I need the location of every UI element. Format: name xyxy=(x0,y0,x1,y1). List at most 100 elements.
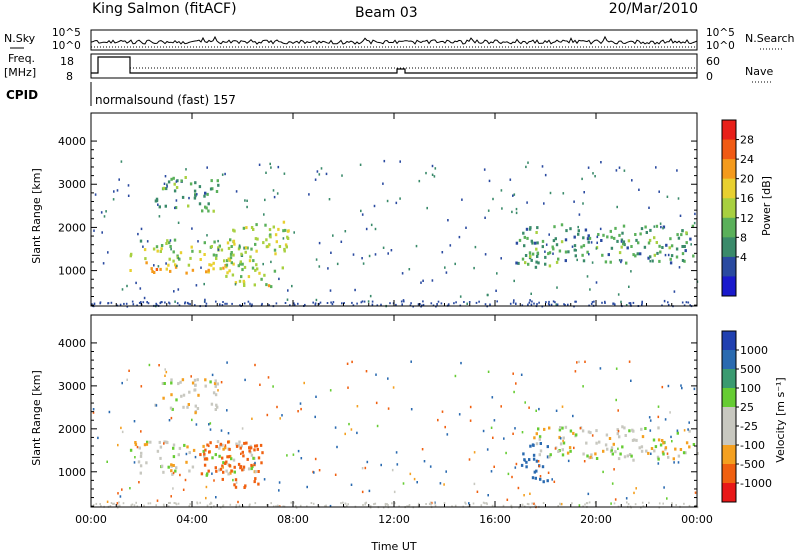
velocity-sparse-cell xyxy=(592,434,594,436)
velocity-sparse-cell xyxy=(164,368,166,370)
power-sparse-cell xyxy=(422,280,424,282)
power-cell-1 xyxy=(252,259,254,262)
velocity-cell-1 xyxy=(204,464,206,467)
velocity-cell-3 xyxy=(547,479,549,482)
power-cell-0 xyxy=(220,267,222,270)
power-sparse-cell xyxy=(178,257,180,259)
power-sparse-cell xyxy=(113,190,115,192)
power-sparse-cell xyxy=(249,303,251,305)
power-cell-4 xyxy=(180,179,182,182)
velocity-ground-cell xyxy=(249,504,251,506)
power-cell-1 xyxy=(204,241,206,244)
power-sparse-cell xyxy=(178,288,180,290)
velocity-sparse-cell xyxy=(681,387,683,389)
velocity-sparse-cell xyxy=(523,494,525,496)
power-cell-2 xyxy=(279,245,281,248)
power-ground-cell xyxy=(248,301,250,303)
power-cell-2 xyxy=(249,259,251,262)
power-sparse-cell xyxy=(107,251,109,253)
velocity-ground-cell xyxy=(230,504,232,506)
power-ground-cell xyxy=(476,302,478,304)
velocity-sparse-cell xyxy=(515,466,517,468)
power-cell-5 xyxy=(628,239,630,242)
velocity-sparse-cell xyxy=(539,465,541,467)
velocity-colorbar-swatch xyxy=(722,426,736,446)
velocity-cell-4 xyxy=(605,443,607,446)
power-sparse-cell xyxy=(158,265,160,267)
velocity-colorbar-tick-label: -1000 xyxy=(740,477,772,490)
velocity-cell-2 xyxy=(183,394,185,397)
velocity-sparse-cell xyxy=(694,388,696,390)
power-cell-1 xyxy=(172,260,174,263)
power-sparse-cell xyxy=(278,278,280,280)
power-sparse-cell xyxy=(174,207,176,209)
power-cell-0 xyxy=(169,270,171,273)
power-ground-cell xyxy=(682,302,684,304)
velocity-cell-4 xyxy=(683,451,685,454)
power-sparse-cell xyxy=(511,211,513,213)
velocity-ground-cell xyxy=(481,504,483,506)
velocity-cell-4 xyxy=(614,450,616,453)
velocity-sparse-cell xyxy=(242,427,244,429)
power-ground-cell xyxy=(177,302,179,304)
power-sparse-cell xyxy=(587,275,589,277)
velocity-sparse-cell xyxy=(210,422,212,424)
power-sparse-cell xyxy=(514,193,516,195)
velocity-cell-1 xyxy=(254,477,256,480)
power-ground-cell xyxy=(496,300,498,302)
velocity-ground-cell xyxy=(155,504,157,506)
velocity-sparse-cell xyxy=(629,361,631,363)
power-cell-2 xyxy=(254,269,256,272)
power-ground-cell xyxy=(485,303,487,305)
power-cell-5 xyxy=(619,251,621,254)
velocity-sparse-cell xyxy=(117,492,119,494)
power-ground-cell xyxy=(604,301,606,303)
velocity-cell-2 xyxy=(170,393,172,396)
power-sparse-cell xyxy=(217,240,219,242)
power-sparse-cell xyxy=(425,172,427,174)
velocity-cell-4 xyxy=(569,446,571,449)
velocity-cell-0 xyxy=(140,452,142,455)
nsky-label: N.Sky xyxy=(4,32,36,45)
velocity-cell-4 xyxy=(539,453,541,456)
power-cell-2 xyxy=(274,270,276,273)
power-cell-6 xyxy=(549,251,551,254)
power-ground-cell xyxy=(108,302,110,304)
power-cell-5 xyxy=(556,243,558,246)
power-sparse-cell xyxy=(135,282,137,284)
power-ground-cell xyxy=(188,303,190,305)
velocity-sparse-cell xyxy=(226,361,228,363)
velocity-cell-0 xyxy=(139,447,141,450)
velocity-sparse-cell xyxy=(487,448,489,450)
power-cell-0 xyxy=(212,267,214,270)
velocity-cell-4 xyxy=(630,455,632,458)
power-cell-2 xyxy=(276,240,278,243)
velocity-sparse-cell xyxy=(612,482,614,484)
velocity-ground-cell xyxy=(543,502,545,504)
power-cell-2 xyxy=(255,263,257,266)
velocity-sparse-cell xyxy=(579,504,581,506)
power-cell-0 xyxy=(208,269,210,272)
velocity-cell-2 xyxy=(180,395,182,398)
power-sparse-cell xyxy=(492,198,494,200)
power-cell-5 xyxy=(589,237,591,240)
velocity-ground-cell xyxy=(143,505,145,507)
power-sparse-cell xyxy=(375,228,377,230)
power-sparse-cell xyxy=(153,264,155,266)
power-ground-cell xyxy=(401,301,403,303)
power-cell-5 xyxy=(525,254,527,257)
power-cell-5 xyxy=(678,237,680,240)
velocity-cell-4 xyxy=(688,445,690,448)
power-ground-cell xyxy=(557,304,559,306)
power-sparse-cell xyxy=(588,253,590,255)
velocity-cell-4 xyxy=(567,452,569,455)
power-cell-5 xyxy=(632,253,634,256)
power-sparse-cell xyxy=(319,265,321,267)
power-ground-cell xyxy=(231,303,233,305)
power-cell-5 xyxy=(671,244,673,247)
power-sparse-cell xyxy=(360,210,362,212)
power-sparse-cell xyxy=(435,167,437,169)
power-sparse-cell xyxy=(366,228,368,230)
velocity-cell-0 xyxy=(173,455,175,458)
cpid-text: normalsound (fast) 157 xyxy=(95,93,236,107)
